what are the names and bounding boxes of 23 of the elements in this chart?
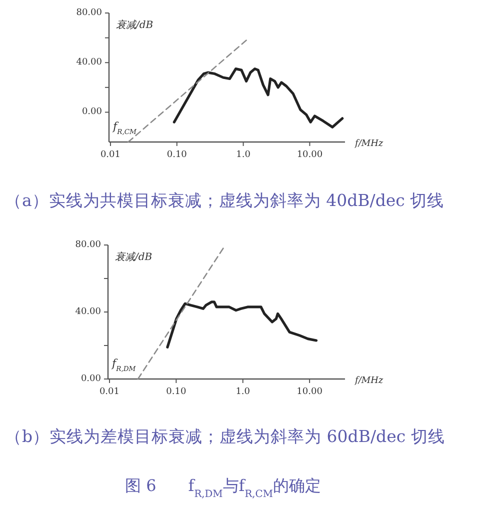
- x-tick-label: 0.10: [166, 150, 188, 160]
- y-axis-title: 衰减/dB: [116, 19, 154, 31]
- text: （a）实线为共模目标衰减；虚线为斜率为 40dB/dec 切线: [5, 191, 444, 210]
- y-tick-label: 0.00: [80, 374, 102, 384]
- text: （b）实线为差模目标衰减；虚线为斜率为 60dB/dec 切线: [5, 427, 445, 446]
- x-tick-label: 1.0: [236, 150, 251, 160]
- x-tick-label: 1.0: [236, 387, 250, 397]
- y-tick-label: 40.00: [76, 58, 102, 68]
- y-tick-label: 0.00: [82, 107, 102, 118]
- x-tick-label: 0.01: [100, 150, 121, 160]
- y-tick-label: 80.00: [76, 8, 102, 18]
- x-axis-title: f/MHz: [354, 139, 384, 149]
- annotation: f$_{R,DM}$: [111, 357, 137, 373]
- x-tick-label: 0.10: [166, 387, 186, 397]
- annotation: f$_{R,CM}$: [112, 120, 138, 136]
- caption: 图 6 f$_{R,DM}$与f$_{R,CM}$的确定: [125, 476, 321, 500]
- y-axis-title: 衰减/dB: [115, 251, 152, 263]
- y-tick-label: 40.00: [75, 307, 102, 317]
- x-tick-label: 10.00: [296, 387, 323, 397]
- y-tick-label: 80.00: [75, 240, 102, 250]
- x-axis-title: f/MHz: [354, 376, 384, 386]
- x-tick-label: 10.00: [296, 150, 323, 160]
- x-tick-label: 0.01: [99, 387, 120, 397]
